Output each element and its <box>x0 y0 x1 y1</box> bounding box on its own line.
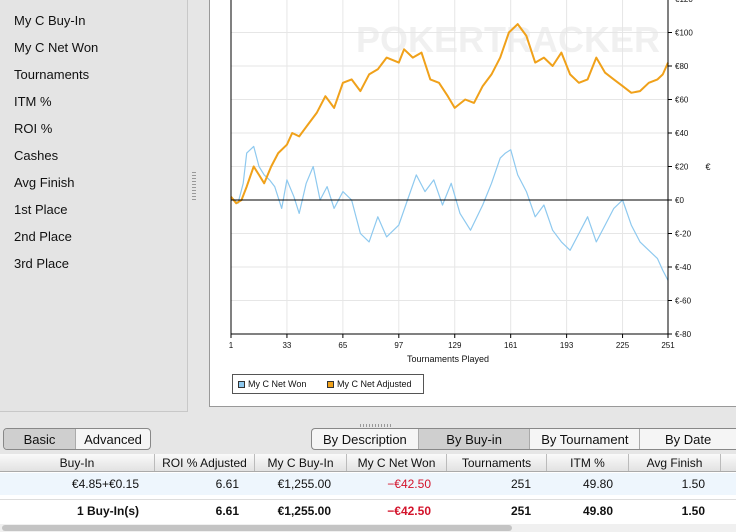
legend-swatch-net-adjusted <box>327 380 334 388</box>
x-tick-label: 225 <box>616 341 630 350</box>
stat-cashes[interactable]: Cashes <box>14 148 59 163</box>
column-header-my-c-net-won[interactable]: My C Net Won <box>347 454 447 471</box>
x-tick-label: 33 <box>282 341 291 350</box>
watermark: POKERTRACKER <box>356 19 660 60</box>
y-tick-label: €-80 <box>675 330 692 339</box>
x-tick-label: 97 <box>394 341 403 350</box>
legend-swatch-net-won <box>238 380 245 388</box>
horizontal-scrollbar[interactable] <box>0 524 736 532</box>
vertical-splitter-handle[interactable] <box>192 172 196 202</box>
column-header-buy-in[interactable]: Buy-In <box>0 454 155 471</box>
chart-panel: POKERTRACKER €120 €100 €80 €60 €40 €20 €0 €-20 €… <box>209 0 736 407</box>
cell-roi-adjusted: 6.61 <box>215 477 239 491</box>
y-tick-label: €40 <box>675 129 689 138</box>
y-tick-label: €120 <box>675 0 693 4</box>
basic-view-button[interactable]: Basic <box>4 429 77 449</box>
stat-1st-place[interactable]: 1st Place <box>14 202 68 217</box>
series-net-adjusted-line <box>230 23 669 205</box>
cell-my-c-net-won: −€42.50 <box>387 477 431 491</box>
stat-3rd-place[interactable]: 3rd Place <box>14 256 69 271</box>
chart-legend: My C Net Won My C Net Adjusted <box>232 374 424 394</box>
cell-my-c-buy-in: €1,255.00 <box>277 477 331 491</box>
y-tick-label: €60 <box>675 96 689 105</box>
line-chart: POKERTRACKER €120 €100 €80 €60 €40 €20 €0 €-20 €… <box>229 0 711 364</box>
stat-avg-finish[interactable]: Avg Finish <box>14 175 75 190</box>
y-tick-label: €-60 <box>675 297 692 306</box>
column-header-tournaments[interactable]: Tournaments <box>447 454 547 471</box>
x-tick-label: 1 <box>229 341 234 350</box>
horizontal-splitter-handle[interactable] <box>360 424 392 427</box>
x-tick-label: 129 <box>448 341 462 350</box>
summary-my-c-net-won: −€42.50 <box>387 504 431 518</box>
table-row[interactable]: €4.85+€0.15 6.61 €1,255.00 −€42.50 251 4… <box>0 473 736 495</box>
cell-buy-in: €4.85+€0.15 <box>71 477 139 491</box>
x-tick-label: 161 <box>504 341 518 350</box>
summary-tournaments: 251 <box>510 504 531 518</box>
y-tick-label: €20 <box>675 163 689 172</box>
tab-by-date[interactable]: By Date <box>664 431 712 447</box>
summary-my-c-buy-in: €1,255.00 <box>277 504 331 518</box>
x-tick-label: 193 <box>560 341 574 350</box>
y-tick-label: €100 <box>675 29 693 38</box>
column-header-avg-finish[interactable]: Avg Finish <box>629 454 721 471</box>
x-tick-label: 251 <box>661 341 675 350</box>
summary-buy-in: 1 Buy-In(s) <box>76 504 139 518</box>
horizontal-scrollbar-thumb[interactable] <box>2 525 512 531</box>
tab-by-tournament[interactable]: By Tournament <box>530 429 641 449</box>
y-tick-label: €80 <box>675 62 689 71</box>
column-header-my-c-buy-in[interactable]: My C Buy-In <box>255 454 347 471</box>
y-tick-label: €0 <box>675 196 684 205</box>
stat-my-c-net-won[interactable]: My C Net Won <box>14 40 99 55</box>
summary-itm-percent: 49.80 <box>582 504 613 518</box>
legend-item-net-adjusted: My C Net Adjusted <box>327 379 412 389</box>
column-header-roi-adjusted[interactable]: ROI % Adjusted <box>155 454 255 471</box>
legend-item-net-won: My C Net Won <box>238 379 306 389</box>
cell-avg-finish: 1.50 <box>681 477 705 491</box>
stats-sidebar: My C Buy-In My C Net Won Tournaments ITM… <box>0 0 188 412</box>
stat-2nd-place[interactable]: 2nd Place <box>14 229 72 244</box>
table-header: Buy-In ROI % Adjusted My C Buy-In My C N… <box>0 454 736 472</box>
summary-roi-adjusted: 6.61 <box>215 504 239 518</box>
stat-my-c-buy-in[interactable]: My C Buy-In <box>14 13 86 28</box>
y-tick-label: €-20 <box>675 230 692 239</box>
y-tick-label: €-40 <box>675 263 692 272</box>
legend-label-net-won: My C Net Won <box>248 379 307 389</box>
advanced-view-button[interactable]: Advanced <box>84 431 142 447</box>
x-tick-label: 65 <box>338 341 347 350</box>
summary-avg-finish: 1.50 <box>681 504 705 518</box>
stat-itm-percent[interactable]: ITM % <box>14 94 52 109</box>
results-table: Buy-In ROI % Adjusted My C Buy-In My C N… <box>0 454 736 524</box>
series-net-won-line <box>230 145 669 281</box>
x-axis-label: Tournaments Played <box>407 354 489 364</box>
stat-roi-percent[interactable]: ROI % <box>14 121 53 136</box>
cell-itm-percent: 49.80 <box>582 477 613 491</box>
y-axis-symbol: € <box>705 162 710 172</box>
column-header-itm-percent[interactable]: ITM % <box>547 454 629 471</box>
table-summary-row: 1 Buy-In(s) 6.61 €1,255.00 −€42.50 251 4… <box>0 499 736 522</box>
tab-by-description[interactable]: By Description <box>312 429 419 449</box>
stat-tournaments[interactable]: Tournaments <box>14 67 90 82</box>
group-by-tabs: By Description By Buy-in By Tournament B… <box>311 428 736 450</box>
tab-by-buy-in[interactable]: By Buy-in <box>418 429 531 449</box>
view-mode-toggle: Basic Advanced <box>3 428 151 450</box>
legend-label-net-adjusted: My C Net Adjusted <box>337 379 412 389</box>
cell-tournaments: 251 <box>510 477 531 491</box>
